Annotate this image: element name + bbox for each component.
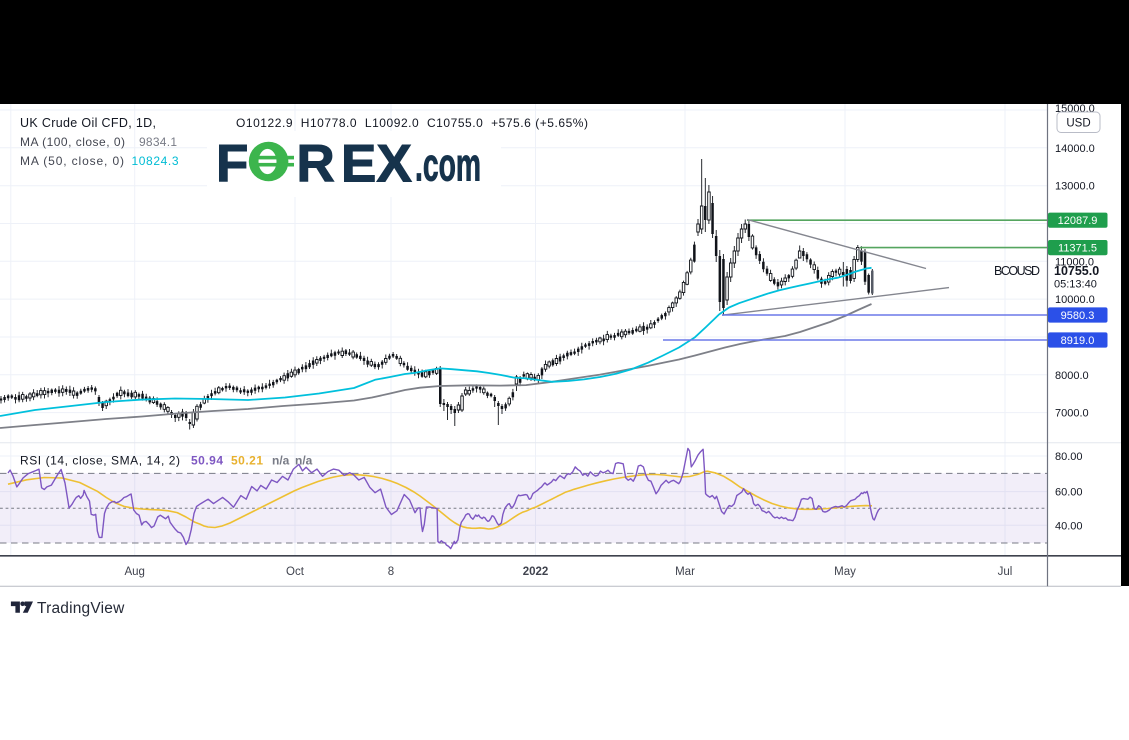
svg-text:.com: .com (415, 139, 481, 191)
svg-text:USD: USD (1066, 118, 1090, 130)
svg-text:n/a: n/a (272, 454, 290, 468)
svg-text:F: F (216, 135, 248, 194)
svg-text:9834.1: 9834.1 (139, 135, 177, 149)
svg-text:50.94: 50.94 (191, 454, 223, 468)
svg-text:12087.9: 12087.9 (1058, 215, 1098, 227)
svg-text:8919.0: 8919.0 (1061, 335, 1095, 347)
svg-text:2022: 2022 (523, 566, 549, 578)
svg-text:Aug: Aug (124, 566, 144, 578)
svg-text:14000.0: 14000.0 (1055, 143, 1095, 155)
svg-text:MA (100, close, 0): MA (100, close, 0) (20, 135, 125, 149)
svg-text:UK Crude Oil CFD, 1D,: UK Crude Oil CFD, 1D, (20, 116, 156, 130)
svg-text:May: May (834, 566, 856, 578)
svg-text:R: R (297, 135, 335, 194)
svg-text:8000.0: 8000.0 (1055, 370, 1089, 382)
svg-text:O10122.9 H10778.0 L10092.0: O10122.9 H10778.0 L10092.0 C10755.0 +575… (236, 116, 588, 130)
svg-text:E: E (341, 135, 376, 194)
svg-text:7000.0: 7000.0 (1055, 408, 1089, 420)
svg-text:MA (50, close, 0): MA (50, close, 0) (20, 154, 124, 168)
svg-text:RSI (14, close, SMA, 14, 2): RSI (14, close, SMA, 14, 2) (20, 454, 180, 468)
svg-text:10000.0: 10000.0 (1055, 294, 1095, 306)
svg-text:11000.0: 11000.0 (1055, 256, 1094, 268)
svg-text:05:13:40: 05:13:40 (1054, 279, 1097, 291)
svg-text:50.21: 50.21 (231, 454, 263, 468)
svg-text:80.00: 80.00 (1055, 451, 1083, 463)
svg-text:8: 8 (388, 566, 394, 578)
svg-text:X: X (377, 135, 412, 194)
svg-text:13000.0: 13000.0 (1055, 181, 1095, 193)
svg-text:TradingView: TradingView (37, 600, 125, 617)
svg-text:9580.3: 9580.3 (1061, 310, 1095, 322)
svg-text:Jul: Jul (998, 566, 1013, 578)
svg-text:10824.3: 10824.3 (132, 154, 179, 168)
svg-text:n/a: n/a (295, 454, 313, 468)
svg-text:60.00: 60.00 (1055, 487, 1083, 499)
svg-text:Mar: Mar (675, 566, 695, 578)
svg-text:Oct: Oct (286, 566, 305, 578)
svg-text:10755.0: 10755.0 (1054, 264, 1099, 278)
svg-text:11371.5: 11371.5 (1058, 243, 1097, 255)
svg-text:BCOUSD: BCOUSD (994, 264, 1040, 278)
svg-text:40.00: 40.00 (1055, 520, 1083, 532)
